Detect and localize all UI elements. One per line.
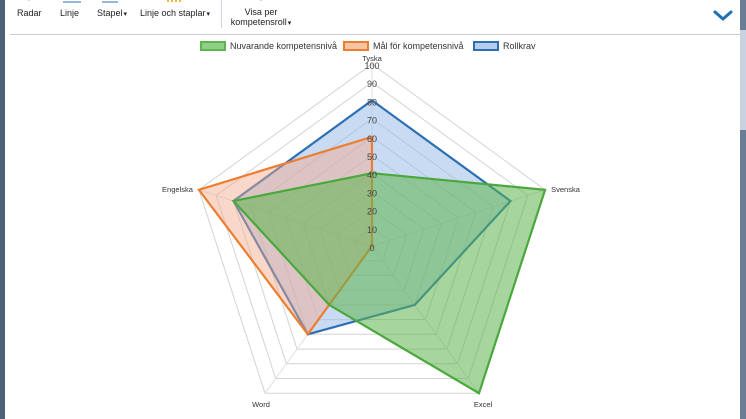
window-edge-right [740, 0, 746, 419]
radar-button-label: Radar [17, 8, 42, 18]
chart-legend: Nuvarande kompetensnivå Mål för kompeten… [0, 39, 746, 55]
legend-label-role-requirement: Rollkrav [503, 41, 536, 51]
line-button-label: Linje [60, 8, 80, 18]
radial-tick-label: 40 [367, 170, 377, 180]
radial-tick-label: 70 [367, 116, 377, 126]
radar-button[interactable]: Radar [17, 0, 47, 33]
legend-label-current-level: Nuvarande kompetensnivå [230, 41, 338, 51]
bar-chart-icon [102, 1, 118, 3]
radial-tick-label: 90 [367, 79, 377, 89]
axis-label-svenska: Svenska [551, 185, 581, 194]
view-per-label: Visa per [244, 7, 278, 17]
axis-label-tyska: Tyska [362, 55, 382, 63]
bar-dropdown[interactable]: Stapel▾ [97, 0, 137, 33]
radial-tick-label: 20 [367, 207, 377, 217]
radial-tick-label: 50 [367, 152, 377, 162]
chart-toolbar: Radar Linje Stapel▾ Linje och staplar▾ V… [5, 0, 740, 33]
legend-swatch-target-level [343, 41, 369, 51]
line-chart-icon [63, 1, 81, 3]
line-bar-chart-icon [167, 0, 181, 2]
collapse-chevron-icon[interactable] [712, 8, 734, 24]
line-and-bar-dropdown-label: Linje och staplar▾ [140, 8, 211, 18]
radar-chart-icon [28, 0, 30, 1]
radial-tick-label: 100 [364, 61, 379, 71]
line-and-bar-dropdown[interactable]: Linje och staplar▾ [140, 0, 215, 33]
chevron-down-icon: ▾ [287, 20, 292, 27]
legend-label-target-level: Mål för kompetensnivå [373, 41, 464, 51]
view-per-role-dropdown[interactable]: Visa per kompetensroll▾ [225, 0, 297, 33]
window-edge-left [0, 0, 5, 419]
radial-tick-label: 60 [367, 134, 377, 144]
axis-label-word: Word [252, 400, 270, 409]
axis-label-excel: Excel [474, 400, 493, 409]
radial-tick-label: 10 [367, 225, 377, 235]
series-area-nuvarande-kompetensnivå [231, 172, 547, 395]
legend-swatch-current-level [200, 41, 226, 51]
radial-tick-label: 30 [367, 188, 377, 198]
axis-label-engelska: Engelska [162, 185, 194, 194]
radial-tick-label: 0 [369, 243, 374, 253]
line-button[interactable]: Linje [60, 0, 86, 33]
grid-ring [198, 63, 546, 394]
bar-dropdown-label: Stapel▾ [97, 8, 128, 18]
diamond-icon [260, 0, 262, 1]
toolbar-separator [221, 0, 222, 28]
view-per-role-label: kompetensroll▾ [230, 17, 292, 27]
chevron-down-icon: ▾ [123, 11, 128, 18]
legend-swatch-role-requirement [473, 41, 499, 51]
toolbar-divider [10, 34, 740, 35]
chevron-down-icon: ▾ [206, 11, 211, 18]
radial-tick-label: 80 [367, 97, 377, 107]
